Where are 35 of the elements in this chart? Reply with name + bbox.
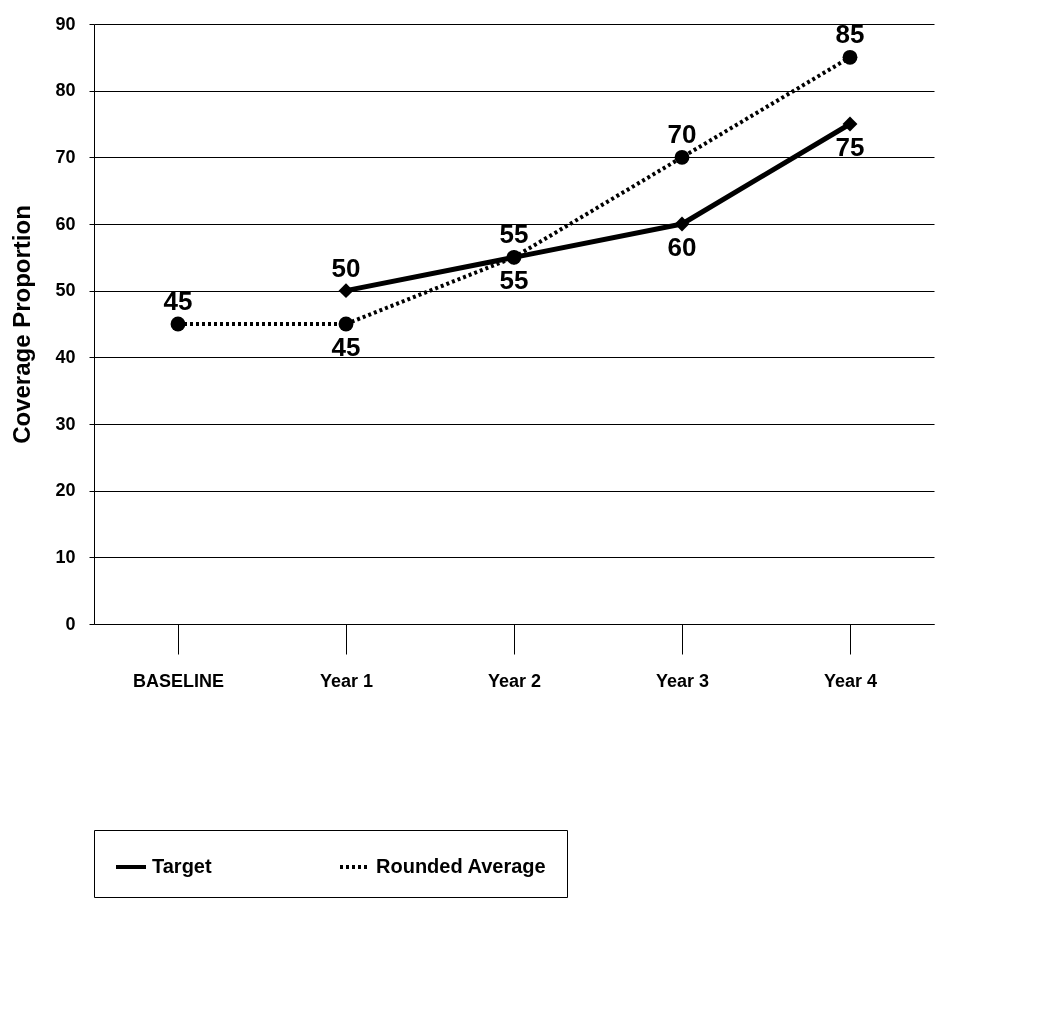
data-label: 60 [667,232,697,262]
x-tick-label: Year 3 [655,670,710,691]
y-tick-label: 60 [55,213,76,234]
y-tick-label: 70 [55,146,76,167]
y-axis-title: Coverage Proportion [8,205,36,444]
point [842,116,858,132]
point [338,316,354,332]
point [170,316,186,332]
data-label: 55 [499,219,529,250]
data-label: 70 [667,119,697,150]
data-label: 75 [835,132,865,162]
point [338,283,354,299]
data-label: 45 [331,332,361,362]
y-tick-label: 90 [55,13,76,34]
legend-label: Target [152,855,212,877]
point [506,249,522,265]
data-label: 50 [331,252,361,283]
data-label: 45 [163,286,193,316]
x-tick-label: Year 1 [319,670,374,691]
y-tick-label: 0 [65,613,76,634]
point [674,149,690,165]
y-tick-label: 10 [55,546,76,567]
x-tick-label: Year 4 [823,670,878,691]
x-tick-label: BASELINE [132,670,225,691]
y-tick-label: 30 [55,413,76,434]
y-tick-label: 40 [55,346,76,367]
point [674,216,690,232]
y-tick-label: 20 [55,480,76,501]
legend-label: Rounded Average [376,855,546,877]
data-label: 85 [835,19,865,50]
data-label: 55 [499,265,529,296]
x-tick-label: Year 2 [487,670,542,691]
y-tick-label: 50 [55,280,76,301]
point [842,49,858,65]
y-tick-label: 80 [55,80,76,101]
